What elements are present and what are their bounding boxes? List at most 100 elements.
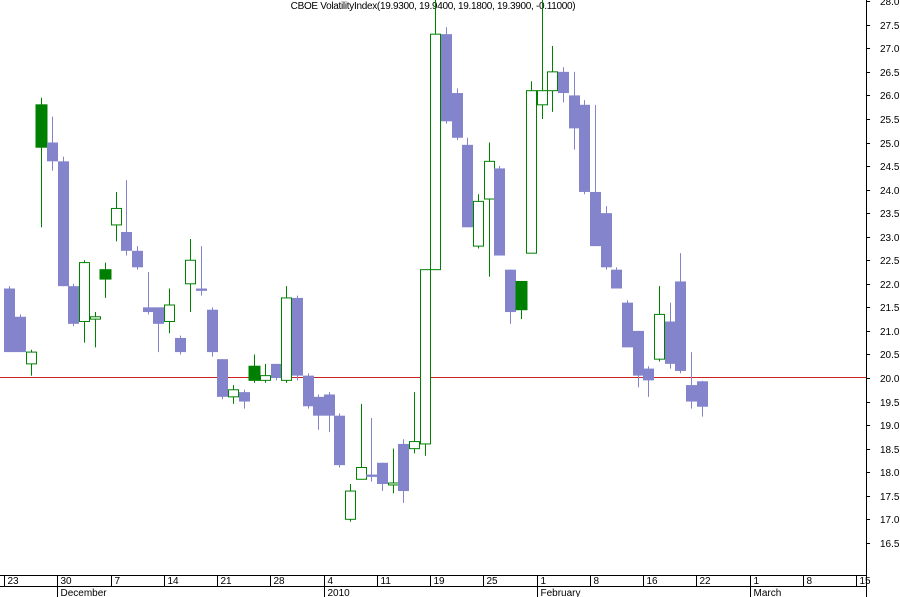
x-tick-label: 30 <box>61 576 73 587</box>
candle-body-up-hollow <box>164 304 175 322</box>
candle-body-down <box>579 104 590 192</box>
candle-body-down <box>132 250 143 268</box>
candle <box>334 413 345 468</box>
candle-body-down <box>622 302 633 348</box>
y-tick-label: 28.0 <box>880 0 900 8</box>
candle-body-down <box>239 392 250 402</box>
candle-body-down <box>68 286 79 324</box>
candle <box>153 307 164 353</box>
candle <box>239 389 250 409</box>
candle <box>217 359 228 400</box>
y-tick-label: 18.5 <box>880 445 900 456</box>
candle-body-up-hollow <box>547 71 558 92</box>
candle-body-down <box>303 375 314 407</box>
x-tick-label: 22 <box>700 576 712 587</box>
candle-body-up-hollow <box>185 259 196 285</box>
x-axis: 23 30 7 14 21 28 4 11 19 25 1 8 16 22 1 8 15 December 2010… <box>0 575 871 597</box>
candle <box>121 180 132 256</box>
candle <box>228 385 239 404</box>
x-tick-label: 8 <box>807 576 813 587</box>
candle <box>665 302 676 369</box>
candle-body-up-hollow <box>79 262 90 322</box>
x-tick-label: 11 <box>381 576 392 587</box>
x-tick-label: 21 <box>221 576 233 587</box>
x-tick-label: 7 <box>115 576 121 587</box>
candle-body-up-hollow <box>420 269 431 445</box>
candle <box>68 283 79 327</box>
candle <box>345 483 356 522</box>
candle <box>494 166 505 256</box>
x-tick-label: 23 <box>8 576 20 587</box>
y-axis: 16.5 17.0 17.5 18.0 18.5 19.0 19.5 20.0 20.5 21.0… <box>866 0 900 597</box>
y-tick-label: 26.5 <box>880 68 900 79</box>
candle-body-down <box>697 381 708 407</box>
candle <box>281 286 292 383</box>
candle-body-down <box>505 269 516 313</box>
candle <box>515 280 528 320</box>
x-month-label: March <box>754 588 782 597</box>
y-tick-label: 26.0 <box>880 91 900 102</box>
candle <box>164 288 175 334</box>
candle <box>547 45 558 112</box>
candle-body-up-hollow <box>260 375 271 381</box>
y-tick-label: 25.0 <box>880 139 900 150</box>
candle-body-up-hollow <box>356 466 367 480</box>
candle <box>452 88 463 141</box>
x-month-label: February <box>541 588 581 597</box>
candle-body-down <box>441 34 452 122</box>
candle <box>526 81 537 254</box>
candle <box>441 27 452 124</box>
candle <box>292 295 303 381</box>
candle <box>303 373 314 409</box>
candle-body-down <box>569 95 580 129</box>
x-tick-label: 28 <box>274 576 286 587</box>
y-tick-label: 22.0 <box>880 280 900 291</box>
candle <box>111 191 122 242</box>
y-tick-label: 21.0 <box>880 327 900 338</box>
candle-body-down <box>601 213 612 268</box>
candle <box>58 156 69 287</box>
candle-body-up-hollow <box>90 316 101 320</box>
y-tick-label: 20.5 <box>880 350 900 361</box>
reference-lines <box>0 377 866 378</box>
candle-body-down <box>494 168 505 256</box>
candle-body-up-filled <box>99 269 112 280</box>
candle-body-up-hollow <box>526 90 537 254</box>
candle-body-up-hollow <box>26 351 37 365</box>
candle-body-down <box>377 462 388 484</box>
candle <box>377 462 388 492</box>
candle-body-down <box>4 288 15 353</box>
candle-body-up-filled <box>515 280 528 311</box>
candle <box>15 314 26 353</box>
candle-body-up-hollow <box>430 33 441 271</box>
candle-body-down <box>292 297 303 376</box>
x-tick-label: 25 <box>487 576 499 587</box>
candle-body-down <box>207 309 218 353</box>
x-tick-label: 16 <box>647 576 659 587</box>
candle-body-down <box>633 330 644 376</box>
x-month-label: December <box>61 588 108 597</box>
candle-body-up-hollow <box>228 389 239 398</box>
candle-body-down <box>15 316 26 353</box>
candle <box>4 286 15 353</box>
x-tick-label: 8 <box>594 576 600 587</box>
candle <box>99 262 112 298</box>
candle <box>622 300 633 348</box>
x-tick-label: 4 <box>328 576 334 587</box>
y-tick-label: 27.5 <box>880 21 900 32</box>
candle <box>175 335 186 355</box>
candles <box>4 0 708 522</box>
candle-body-down <box>611 269 622 289</box>
candle <box>611 267 622 289</box>
candle <box>643 366 654 397</box>
candle-body-up-hollow <box>537 90 548 106</box>
x-tick-label: 15 <box>860 576 872 587</box>
candle-body-up-hollow <box>281 297 292 381</box>
y-tick-label: 17.0 <box>880 515 900 526</box>
candle-body-up-hollow <box>484 160 495 200</box>
candle-body-up-filled <box>35 104 48 148</box>
candle-body-down <box>334 415 345 466</box>
x-tick-label: 1 <box>541 576 547 587</box>
candle-body-up-hollow <box>388 482 399 486</box>
y-tick-label: 19.0 <box>880 421 900 432</box>
